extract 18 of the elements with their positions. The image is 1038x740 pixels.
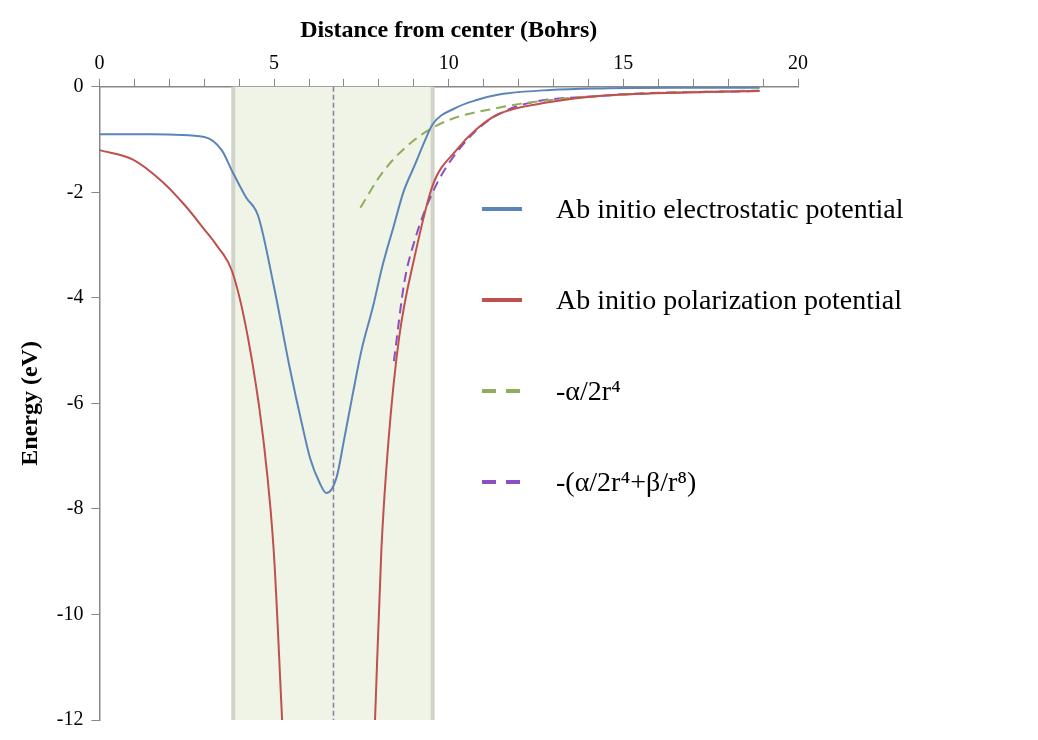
y-tick-label: -10 xyxy=(56,601,84,624)
y-tick-label: -8 xyxy=(66,496,84,519)
legend-label: -(α/2r⁴+β/r⁸) xyxy=(556,465,697,498)
x-axis-title: Distance from center (Bohrs) xyxy=(300,15,598,42)
y-tick-label: 0 xyxy=(73,74,84,97)
x-tick-label: 0 xyxy=(94,51,105,74)
x-tick-label: 5 xyxy=(269,51,280,74)
legend-label: Ab initio polarization potential xyxy=(556,283,903,316)
legend-label: Ab initio electrostatic potential xyxy=(556,192,904,225)
x-tick-label: 20 xyxy=(788,51,808,74)
y-tick-label: -4 xyxy=(66,285,84,308)
legend-label: -α/2r⁴ xyxy=(556,374,621,407)
y-tick-label: -12 xyxy=(56,707,84,730)
x-tick-label: 10 xyxy=(438,51,459,74)
y-tick-label: -6 xyxy=(66,390,84,413)
x-tick-label: 15 xyxy=(613,51,634,74)
y-axis-title: Energy (eV) xyxy=(15,341,42,466)
y-tick-label: -2 xyxy=(66,179,84,202)
